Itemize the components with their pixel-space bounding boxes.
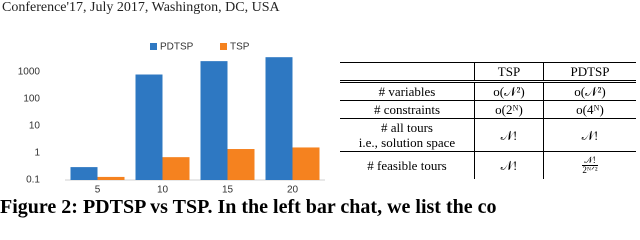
bar xyxy=(265,57,293,180)
header-cell: PDTSP xyxy=(543,62,636,82)
numerator: 𝒩! xyxy=(582,155,598,166)
y-tick-label: 100 xyxy=(23,94,40,105)
chart: 0.1 1 10 100 1000 PDTSP TSP 5 10 15 20 xyxy=(18,42,325,196)
x-tick-label: 15 xyxy=(222,185,234,196)
y-tick-label: 1 xyxy=(34,148,40,159)
cell: o(4ᴺ) xyxy=(543,100,636,119)
caption: Figure 2: PDTSP vs TSP. In the left bar … xyxy=(0,196,497,218)
x-tick-label: 10 xyxy=(157,185,169,196)
page: Conference'17, July 2017, Washington, DC… xyxy=(0,0,636,218)
cell: o(2ᴺ) xyxy=(474,100,544,119)
row-label: # constraints xyxy=(373,102,441,117)
row-label: # feasible tours xyxy=(367,158,447,173)
row-label: # all tours i.e., solution space xyxy=(340,119,475,152)
cell: o(𝒩²) xyxy=(474,81,544,101)
cell: 𝒩! xyxy=(474,151,544,179)
label-line: # all tours xyxy=(381,120,433,135)
table-row: # feasible tours 𝒩! 𝒩! 2ᴺᐟ² xyxy=(340,151,636,179)
cell: o(𝒩²) xyxy=(543,81,636,101)
header-cell xyxy=(340,63,475,82)
header-cell: TSP xyxy=(474,62,544,82)
legend-label: TSP xyxy=(230,42,250,53)
table-row: # variables o(𝒩²) o(𝒩²) xyxy=(340,81,636,101)
y-tick-label: 0.1 xyxy=(26,175,40,186)
x-tick-label: 20 xyxy=(287,185,299,196)
legend-swatch xyxy=(150,43,157,50)
fraction: 𝒩! 2ᴺᐟ² xyxy=(582,155,598,175)
comparison-table: TSP PDTSP # variables o(𝒩²) o(𝒩²) # cons… xyxy=(340,62,636,179)
legend-swatch xyxy=(220,43,227,50)
table-row: # all tours i.e., solution space 𝒩! 𝒩! xyxy=(340,118,636,152)
label-line: i.e., solution space xyxy=(358,135,456,150)
cell: 𝒩! xyxy=(543,118,636,152)
cell: 𝒩! xyxy=(474,118,544,152)
table-row: # constraints o(2ᴺ) o(4ᴺ) xyxy=(340,100,636,119)
bar xyxy=(162,157,190,180)
table-header: TSP PDTSP xyxy=(340,62,636,82)
row-label: # variables xyxy=(378,84,436,99)
legend-label: PDTSP xyxy=(160,42,194,53)
running-header: Conference'17, July 2017, Washington, DC… xyxy=(2,0,280,15)
cell: 𝒩! 2ᴺᐟ² xyxy=(543,151,636,179)
y-tick-label: 10 xyxy=(29,121,41,132)
denominator: 2ᴺᐟ² xyxy=(582,165,598,175)
bar xyxy=(200,61,228,180)
bar xyxy=(227,149,255,180)
y-tick-label: 1000 xyxy=(18,67,41,78)
bar xyxy=(135,74,163,180)
bar xyxy=(97,176,125,180)
bar xyxy=(70,167,98,180)
bar xyxy=(292,147,320,180)
x-tick-label: 5 xyxy=(95,185,101,196)
